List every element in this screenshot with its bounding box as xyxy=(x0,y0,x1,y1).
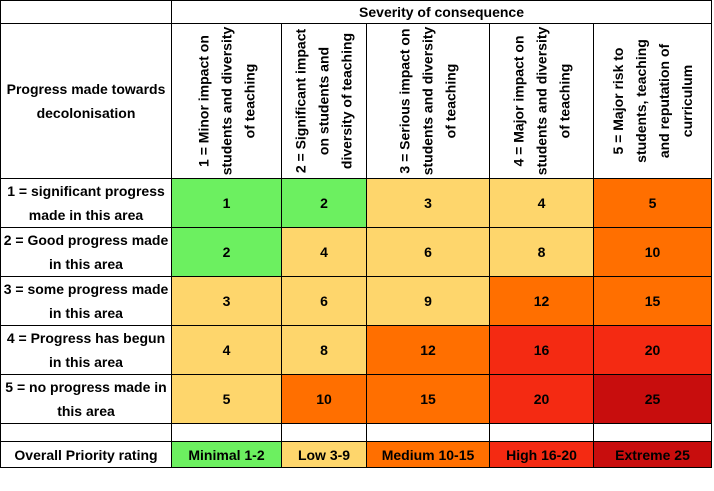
score-cell: 25 xyxy=(592,374,713,424)
column-header-text: 2 = Significant impact on students and d… xyxy=(292,28,355,174)
score-cell: 4 xyxy=(489,178,594,228)
row-label: 3 = some progress made in this area xyxy=(0,276,172,326)
column-header-text: 3 = Serious impact on students and diver… xyxy=(396,26,459,176)
spacer-cell xyxy=(366,423,490,442)
score-cell: 3 xyxy=(171,276,282,326)
score-cell: 4 xyxy=(171,325,282,375)
column-header-3: 3 = Serious impact on students and diver… xyxy=(366,23,490,179)
score-cell: 10 xyxy=(592,227,713,277)
score-cell: 6 xyxy=(281,276,367,326)
progress-title: Progress made towards decolonisation xyxy=(0,23,172,179)
row-label: 4 = Progress has begun in this area xyxy=(0,325,172,375)
score-cell: 8 xyxy=(281,325,367,375)
column-header-2: 2 = Significant impact on students and d… xyxy=(281,23,367,179)
score-cell: 2 xyxy=(171,227,282,277)
score-cell: 20 xyxy=(592,325,713,375)
spacer-cell xyxy=(592,423,713,442)
score-cell: 6 xyxy=(366,227,490,277)
row-label: 5 = no progress made in this area xyxy=(0,374,172,424)
score-cell: 5 xyxy=(592,178,713,228)
legend-item-low: Low 3-9 xyxy=(281,441,367,468)
score-cell: 12 xyxy=(489,276,594,326)
column-header-text: 1 = Minor impact on students and diversi… xyxy=(195,26,257,176)
matrix-row: 5 = no progress made in this area 5 10 15 20… xyxy=(0,374,713,424)
severity-title: Severity of consequence xyxy=(170,0,713,24)
score-cell: 2 xyxy=(281,178,367,228)
score-cell: 15 xyxy=(592,276,713,326)
risk-matrix-table: Severity of consequence Progress made to… xyxy=(0,0,713,468)
matrix-body: 1 = significant progress made in this ar… xyxy=(0,178,713,424)
score-cell: 9 xyxy=(366,276,490,326)
score-cell: 10 xyxy=(281,374,367,424)
score-cell: 12 xyxy=(366,325,490,375)
legend-item-minimal: Minimal 1-2 xyxy=(171,441,282,468)
score-cell: 5 xyxy=(171,374,282,424)
legend-item-medium: Medium 10-15 xyxy=(366,441,490,468)
matrix-row: 2 = Good progress made in this area 2 4 6 8 1… xyxy=(0,227,713,277)
row-label: 1 = significant progress made in this ar… xyxy=(0,178,172,228)
score-cell: 1 xyxy=(171,178,282,228)
spacer-cell xyxy=(281,423,367,442)
score-cell: 3 xyxy=(366,178,490,228)
spacer-cell xyxy=(171,423,282,442)
column-header-4: 4 = Major impact on students and diversi… xyxy=(489,23,594,179)
column-header-5: 5 = Major risk to students, teaching and… xyxy=(592,23,713,179)
legend-label: Overall Priority rating xyxy=(0,441,172,468)
row-label: 2 = Good progress made in this area xyxy=(0,227,172,277)
column-header-1: 1 = Minor impact on students and diversi… xyxy=(171,23,282,179)
legend-item-extreme: Extreme 25 xyxy=(592,441,713,468)
matrix-row: 3 = some progress made in this area 3 6 9 12… xyxy=(0,276,713,326)
matrix-row: 1 = significant progress made in this ar… xyxy=(0,178,713,228)
score-cell: 8 xyxy=(489,227,594,277)
score-cell: 16 xyxy=(489,325,594,375)
score-cell: 4 xyxy=(281,227,367,277)
spacer-cell xyxy=(489,423,594,442)
corner-cell xyxy=(0,0,172,24)
column-header-text: 5 = Major risk to students, teaching and… xyxy=(609,39,695,163)
matrix-row: 4 = Progress has begun in this area 4 8 12 1… xyxy=(0,325,713,375)
score-cell: 20 xyxy=(489,374,594,424)
score-cell: 15 xyxy=(366,374,490,424)
legend-item-high: High 16-20 xyxy=(489,441,594,468)
column-header-text: 4 = Major impact on students and diversi… xyxy=(510,26,572,176)
spacer-cell xyxy=(0,423,172,442)
